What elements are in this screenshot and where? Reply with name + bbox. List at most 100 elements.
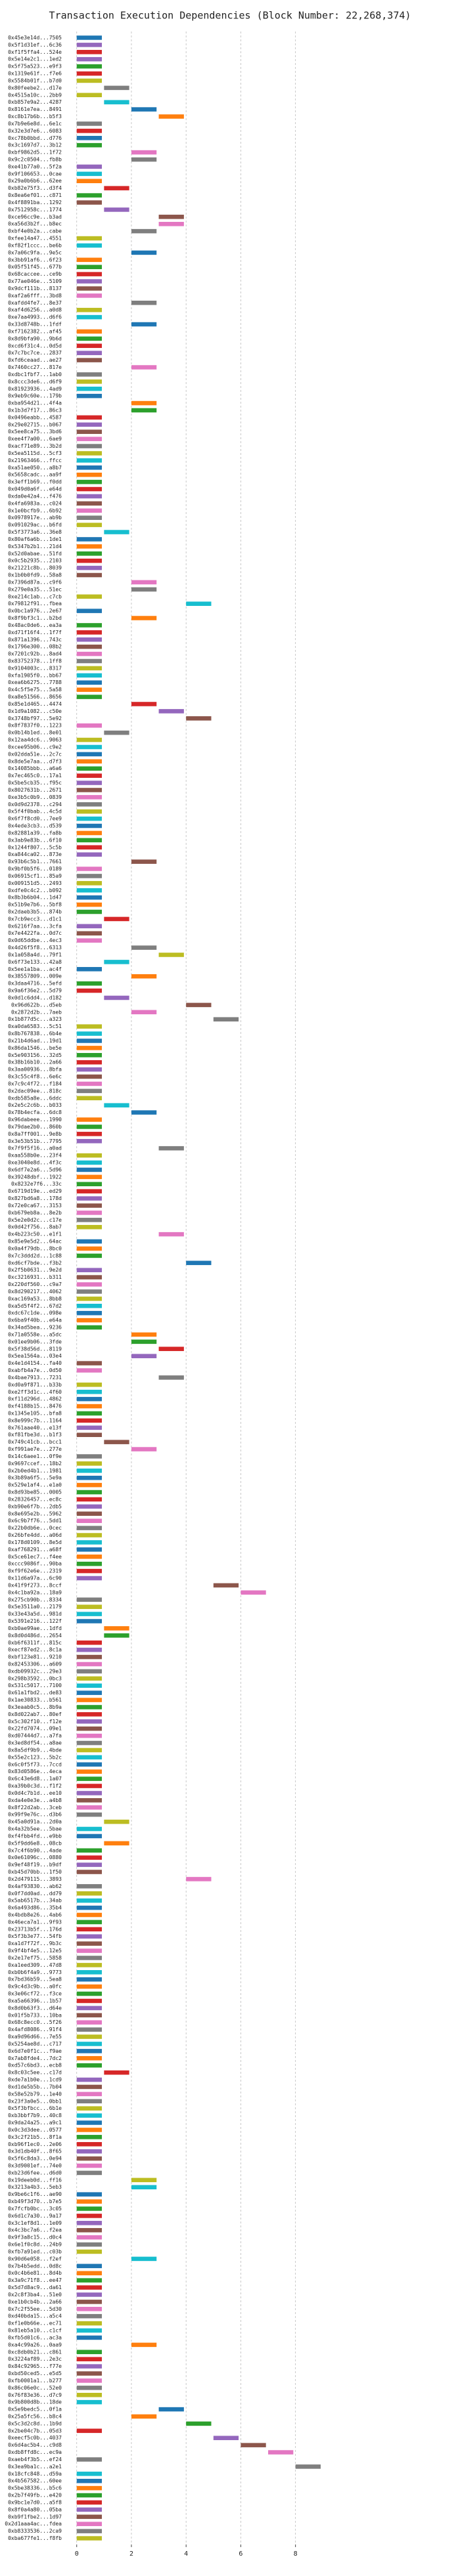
bar bbox=[76, 2485, 103, 2491]
y-tick-label: 0x25a5fc56...b8c4 bbox=[8, 2414, 62, 2420]
bar bbox=[76, 1153, 103, 1158]
bar bbox=[76, 1046, 103, 1050]
bar bbox=[76, 1074, 103, 1079]
bar bbox=[131, 322, 157, 327]
y-tick-label: 0x3b89a6f5...5e9a bbox=[8, 1475, 62, 1481]
y-tick-label: 0x5ea5115d...5cf3 bbox=[8, 450, 62, 456]
bar bbox=[158, 215, 184, 219]
bar bbox=[186, 1260, 212, 1266]
bar bbox=[131, 2342, 157, 2348]
y-tick-label: 0x5be38336...b5c6 bbox=[8, 2485, 62, 2491]
bar bbox=[76, 1218, 103, 1222]
bar bbox=[76, 1125, 103, 1129]
bar bbox=[76, 2084, 103, 2090]
y-tick-label: 0x3bb91af6...6f23 bbox=[8, 257, 62, 263]
bar bbox=[104, 1819, 129, 1824]
y-tick-label: 0x2e17ef75...5858 bbox=[8, 1955, 62, 1961]
bar bbox=[76, 1776, 103, 1781]
y-tick-label: 0x8e999c7b...1164 bbox=[8, 1417, 62, 1423]
y-tick-label: 0xa4c99a26...0aa9 bbox=[8, 2342, 62, 2348]
bar bbox=[76, 1469, 103, 1473]
bar bbox=[158, 1232, 184, 1237]
y-tick-label: 0xf4188b15...8476 bbox=[8, 1404, 62, 1409]
bar bbox=[213, 1583, 239, 1588]
y-tick-label: 0x7b9e6e8d...6e1c bbox=[8, 121, 62, 127]
y-tick-label: 0xba677fe1...f8fb bbox=[8, 2535, 62, 2541]
bar bbox=[76, 351, 103, 355]
bar bbox=[131, 2256, 157, 2262]
y-tick-label: 0xb679eb8a...8e2b bbox=[8, 1210, 62, 1216]
bar bbox=[76, 1662, 103, 1667]
y-tick-label: 0x79812f91...fbea bbox=[8, 601, 62, 607]
bar bbox=[76, 2206, 103, 2211]
y-tick-label: 0x05f51f45...677b bbox=[8, 264, 62, 270]
y-tick-label: 0x1b0b0fd9...58a8 bbox=[8, 572, 62, 578]
bar bbox=[131, 107, 157, 112]
y-tick-label: 0xb0ae99ae...1dfd bbox=[8, 1625, 62, 1631]
y-tick-label: 0x4e1d4154...fa40 bbox=[8, 1360, 62, 1366]
bar bbox=[76, 572, 103, 578]
bar bbox=[76, 2227, 103, 2233]
bar bbox=[76, 1203, 103, 1208]
bar bbox=[76, 2500, 103, 2505]
y-tick-label: 0x3ea9ba1c...a2e1 bbox=[8, 2464, 62, 2470]
y-tick-label: 0xdc67c1de...098e bbox=[8, 1310, 62, 1316]
bar bbox=[268, 2450, 294, 2455]
bar bbox=[76, 752, 103, 757]
y-tick-label: 0x3eaab0c5...8b9a bbox=[8, 1704, 62, 1710]
y-tick-label: 0x4c3bc7a6...f2ea bbox=[8, 2227, 62, 2233]
bar bbox=[76, 1912, 103, 1918]
bar bbox=[76, 1555, 103, 1559]
y-tick-label: 0x55e2c123...5b2c bbox=[8, 1754, 62, 1760]
bar bbox=[76, 1526, 103, 1530]
bar bbox=[76, 1081, 103, 1086]
y-tick-label: 0x8e695e2b...5962 bbox=[8, 1511, 62, 1516]
y-tick-label: 0x6e1f0c8d...24b9 bbox=[8, 2242, 62, 2248]
bar bbox=[76, 1224, 103, 1230]
bar bbox=[131, 365, 157, 370]
y-tick-label: 0x83d0586e...4eca bbox=[8, 1769, 62, 1774]
plot-area bbox=[64, 31, 336, 2552]
bar bbox=[76, 1504, 103, 1509]
y-tick-label: 0xba954d21...4f4a bbox=[8, 400, 62, 406]
y-tick-label: 0x45e3e14d...7505 bbox=[8, 35, 62, 41]
bar bbox=[76, 2249, 103, 2254]
bar bbox=[76, 2027, 103, 2032]
bar bbox=[76, 2493, 103, 2498]
y-tick-label: 0x7396d87a...c9f6 bbox=[8, 579, 62, 585]
bar bbox=[76, 1533, 103, 1537]
bar bbox=[76, 902, 103, 907]
y-tick-label: 0x6d1c7a30...9a17 bbox=[8, 2213, 62, 2219]
bar bbox=[76, 1182, 103, 1187]
y-tick-label: 0xb90e6f7b...2db5 bbox=[8, 1503, 62, 1509]
bar bbox=[76, 1031, 103, 1036]
y-tick-label: 0x4b223c50...e1f1 bbox=[8, 1232, 62, 1237]
bar bbox=[76, 737, 103, 742]
bar bbox=[76, 142, 103, 148]
y-tick-label: 0x8f9bf3c1...b2bd bbox=[8, 615, 62, 621]
bar bbox=[76, 759, 103, 764]
bar bbox=[76, 2307, 103, 2311]
y-tick-label: 0xb49f3d70...b7e5 bbox=[8, 2199, 62, 2204]
bar bbox=[104, 207, 129, 212]
bar bbox=[76, 1977, 103, 1982]
bar bbox=[76, 1310, 103, 1316]
x-tick-label: 0 bbox=[75, 2550, 79, 2558]
y-tick-label: 0xdbc1fbf7...1ab0 bbox=[8, 372, 62, 377]
bar bbox=[104, 916, 129, 922]
bar bbox=[76, 2335, 103, 2340]
bar bbox=[76, 809, 103, 814]
bar bbox=[158, 1375, 184, 1380]
y-tick-label: 0x0d9d2378...c294 bbox=[8, 802, 62, 807]
bar bbox=[131, 250, 157, 255]
y-tick-label: 0x3748bf97...5e92 bbox=[8, 716, 62, 721]
y-tick-label: 0x81923936...4ad9 bbox=[8, 386, 62, 392]
y-tick-label: 0x77ae046e...5109 bbox=[8, 278, 62, 284]
bar bbox=[104, 1440, 129, 1444]
y-tick-label: 0x78b4ecfa...6dc8 bbox=[8, 1109, 62, 1115]
bar bbox=[76, 1239, 103, 1244]
y-tick-label: 0x7ab8fde4...7dc2 bbox=[8, 2055, 62, 2061]
bar bbox=[76, 1948, 103, 1953]
bar bbox=[76, 1798, 103, 1803]
